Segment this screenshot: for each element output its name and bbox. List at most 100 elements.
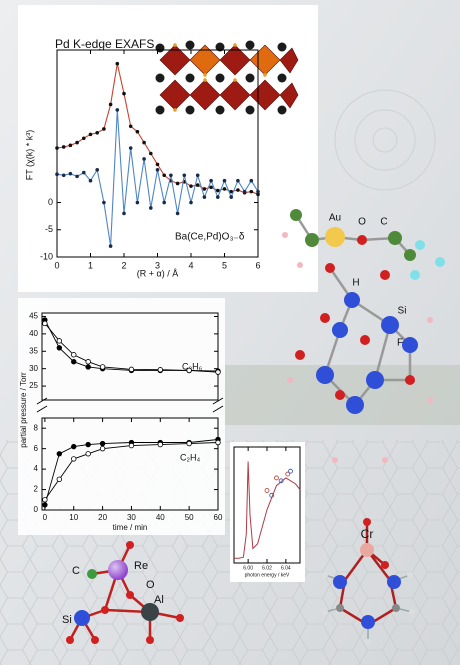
x-tick-label: 6 bbox=[255, 260, 260, 270]
data-point bbox=[149, 151, 153, 156]
annotation: C₃H₆ bbox=[182, 361, 203, 371]
data-point bbox=[186, 440, 192, 447]
atom-label: H bbox=[352, 278, 359, 289]
data-point bbox=[61, 173, 66, 178]
data-point bbox=[162, 173, 167, 178]
x-tick-label: 10 bbox=[69, 513, 78, 522]
data-point bbox=[229, 189, 234, 194]
data-point bbox=[202, 195, 207, 199]
y-tick-label: 30 bbox=[29, 364, 38, 373]
data-point bbox=[216, 195, 220, 199]
data-point bbox=[236, 178, 240, 183]
atom-label: C bbox=[380, 217, 387, 228]
atom-label: Al bbox=[154, 594, 164, 606]
data-point bbox=[115, 108, 120, 112]
data-point bbox=[71, 359, 77, 365]
data-point bbox=[195, 183, 200, 187]
data-point bbox=[99, 440, 106, 447]
data-point bbox=[42, 497, 48, 503]
x-tick-label: 50 bbox=[185, 513, 194, 522]
data-point bbox=[55, 146, 59, 150]
data-point bbox=[285, 471, 291, 477]
x-tick-label: 2 bbox=[121, 260, 126, 270]
y-tick-label: 0 bbox=[48, 197, 53, 207]
data-point bbox=[222, 178, 227, 183]
zeolite-molecule: Au O C H Si F bbox=[282, 209, 445, 463]
data-point bbox=[149, 206, 153, 210]
data-point bbox=[95, 131, 99, 135]
data-point bbox=[85, 364, 91, 370]
data-point bbox=[88, 132, 93, 137]
y-tick-label: 4 bbox=[34, 464, 39, 473]
data-point bbox=[256, 189, 260, 194]
data-point bbox=[186, 367, 192, 374]
y-tick-label: 6 bbox=[34, 444, 39, 453]
data-point bbox=[128, 124, 133, 129]
y-tick-label: -10 bbox=[40, 251, 53, 261]
data-point bbox=[128, 146, 133, 150]
data-point bbox=[42, 320, 48, 327]
data-point bbox=[278, 478, 284, 484]
data-point bbox=[71, 456, 77, 462]
data-point bbox=[288, 468, 293, 474]
data-point bbox=[85, 441, 91, 448]
y-tick-label: 40 bbox=[29, 329, 38, 338]
chart-title: Pd K-edge EXAFS bbox=[55, 37, 154, 51]
data-point bbox=[115, 61, 120, 66]
atom-label: Si bbox=[398, 306, 407, 317]
data-point bbox=[56, 345, 63, 351]
annotation: C₂H₄ bbox=[180, 452, 200, 462]
data-point bbox=[122, 91, 126, 96]
data-point bbox=[249, 189, 254, 194]
x-tick-label: 6.02 bbox=[262, 565, 272, 571]
data-point bbox=[68, 171, 73, 176]
data-point bbox=[216, 188, 220, 193]
data-point bbox=[189, 184, 193, 188]
data-point bbox=[82, 136, 86, 141]
data-point bbox=[215, 439, 221, 446]
data-point bbox=[71, 443, 77, 450]
atom-label: F bbox=[397, 338, 403, 349]
xanes-panel bbox=[230, 442, 305, 582]
x-tick-label: 5 bbox=[222, 260, 227, 270]
y-axis-label: FT (χ(k) * k³) bbox=[24, 130, 34, 181]
data-point bbox=[155, 162, 160, 167]
data-point bbox=[102, 127, 106, 131]
data-point bbox=[242, 189, 247, 194]
data-point bbox=[249, 178, 254, 183]
data-point bbox=[209, 178, 213, 183]
data-point bbox=[175, 211, 180, 216]
y-tick-label: 25 bbox=[29, 381, 38, 390]
x-tick-label: 6.04 bbox=[281, 565, 291, 571]
data-point bbox=[135, 129, 140, 134]
atom-label: Si bbox=[62, 614, 72, 626]
data-point bbox=[182, 173, 187, 178]
y-axis-label: partial pressure / Torr bbox=[19, 372, 28, 448]
data-point bbox=[82, 170, 86, 175]
x-tick-label: 0 bbox=[43, 513, 48, 522]
data-point bbox=[108, 244, 113, 248]
data-point bbox=[128, 366, 135, 373]
pressure-panel bbox=[18, 298, 225, 535]
atom-label: O bbox=[358, 217, 366, 228]
data-point bbox=[128, 442, 135, 449]
data-point bbox=[169, 173, 173, 178]
data-point bbox=[175, 181, 180, 186]
data-point bbox=[229, 195, 234, 199]
series-line bbox=[234, 461, 301, 559]
atom-label: O bbox=[146, 579, 155, 591]
rings bbox=[334, 89, 436, 191]
x-tick-label: 6.00 bbox=[243, 565, 253, 571]
x-tick-label: 40 bbox=[156, 513, 165, 522]
data-point bbox=[269, 492, 275, 498]
data-point bbox=[56, 451, 63, 457]
x-tick-label: 60 bbox=[214, 513, 223, 522]
data-point bbox=[135, 200, 140, 205]
data-point bbox=[56, 476, 63, 483]
data-point bbox=[99, 364, 106, 370]
data-point bbox=[195, 173, 200, 178]
data-point bbox=[102, 200, 106, 205]
atom-label: Au bbox=[329, 213, 341, 224]
data-point bbox=[108, 102, 113, 107]
